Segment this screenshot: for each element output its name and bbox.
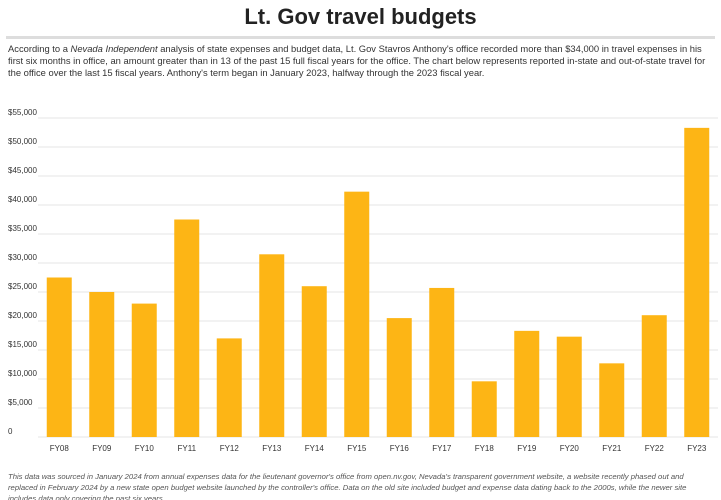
x-tick-label: FY13 — [262, 444, 282, 453]
bar-fy10 — [131, 303, 157, 437]
bar-fy13 — [259, 254, 285, 437]
bar-fy18 — [471, 381, 497, 437]
x-tick-label: FY08 — [50, 444, 70, 453]
x-tick-label: FY12 — [220, 444, 240, 453]
y-tick-label: $45,000 — [8, 166, 37, 175]
bar-fy09 — [89, 292, 115, 437]
x-tick-label: FY22 — [645, 444, 665, 453]
bar-fy16 — [386, 318, 412, 437]
bar-fy19 — [514, 330, 540, 437]
bar-fy17 — [429, 287, 455, 437]
bar-chart: 0 $5,000 $10,000 $15,000 $20,000 $25,000 $30,0… — [8, 108, 718, 453]
y-tick-label: $55,000 — [8, 108, 37, 117]
bar-fy15 — [344, 191, 370, 437]
description-text-part1: According to a — [8, 43, 71, 54]
bar-fy11 — [174, 219, 200, 437]
y-tick-label: $35,000 — [8, 224, 37, 233]
y-tick-label: $5,000 — [8, 398, 33, 407]
x-tick-label: FY19 — [517, 444, 537, 453]
bar-fy08 — [46, 277, 72, 437]
y-tick-label: $30,000 — [8, 253, 37, 262]
x-tick-label: FY15 — [347, 444, 367, 453]
x-tick-label: FY14 — [305, 444, 325, 453]
y-tick-label: $40,000 — [8, 195, 37, 204]
bars — [46, 127, 710, 438]
x-tick-label: FY17 — [432, 444, 452, 453]
y-tick-label: $25,000 — [8, 282, 37, 291]
title-divider — [6, 36, 715, 39]
chart-description: According to a Nevada Independent analys… — [8, 43, 714, 80]
y-tick-label: $20,000 — [8, 311, 37, 320]
bar-fy23 — [684, 127, 710, 438]
x-tick-label: FY11 — [177, 444, 196, 453]
x-tick-label: FY18 — [475, 444, 495, 453]
description-publication: Nevada Independent — [70, 43, 158, 54]
x-tick-label: FY23 — [687, 444, 707, 453]
y-tick-label: $50,000 — [8, 137, 37, 146]
footnote: This data was sourced in January 2024 fr… — [8, 472, 687, 500]
bar-fy14 — [301, 286, 327, 437]
y-axis-tick-labels: 0 $5,000 $10,000 $15,000 $20,000 $25,000 $30,0… — [8, 108, 37, 436]
y-tick-label: $10,000 — [8, 369, 37, 378]
x-tick-label: FY09 — [92, 444, 112, 453]
bar-fy22 — [641, 315, 667, 437]
bar-fy12 — [216, 338, 242, 437]
y-tick-label: $15,000 — [8, 340, 37, 349]
bar-fy20 — [556, 336, 582, 437]
x-tick-label: FY10 — [135, 444, 155, 453]
x-axis-tick-labels: FY08 FY09 FY10 FY11 FY12 FY13 FY14 FY15 FY16 FY17… — [50, 444, 707, 453]
bar-fy21 — [599, 363, 625, 437]
y-tick-label: 0 — [8, 427, 13, 436]
chart-title: Lt. Gov travel budgets — [244, 4, 477, 29]
x-tick-label: FY21 — [602, 444, 622, 453]
x-tick-label: FY20 — [560, 444, 580, 453]
x-tick-label: FY16 — [390, 444, 410, 453]
description-text-part2: analysis of state expenses and budget da… — [8, 43, 706, 79]
